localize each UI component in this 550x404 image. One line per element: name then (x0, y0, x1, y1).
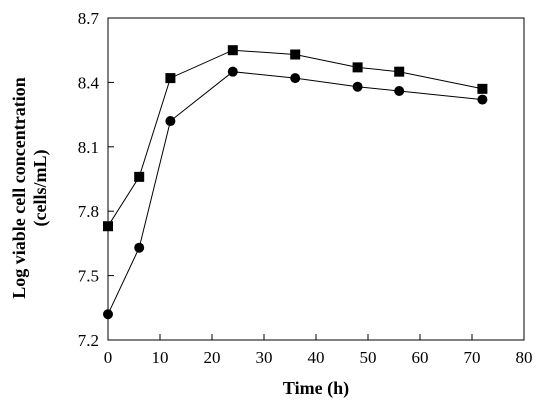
x-tick-label: 70 (464, 348, 481, 367)
x-tick-label: 60 (412, 348, 429, 367)
series-2-point (165, 116, 176, 127)
x-tick-label: 20 (204, 348, 221, 367)
series-1-point (394, 66, 405, 77)
series-1-point (352, 62, 363, 73)
series-2-line (107, 71, 483, 315)
x-tick-label: 10 (152, 348, 169, 367)
y-tick-label: 8.4 (78, 73, 100, 92)
series-1-point (134, 171, 145, 182)
x-tick-label: 40 (308, 348, 325, 367)
y-axis-title-line2: (cells/mL) (30, 150, 51, 227)
y-tick-label: 8.7 (78, 9, 100, 28)
x-tick-label: 50 (360, 348, 377, 367)
y-tick-label: 7.5 (78, 267, 99, 286)
series-2-point (227, 66, 238, 77)
y-axis-ticks: 7.2 7.5 7.8 8.1 8.4 8.7 (78, 9, 114, 350)
y-tick-label: 7.8 (78, 202, 99, 221)
series-2-point (352, 81, 363, 92)
series-1-point (477, 83, 488, 94)
series-1-point (290, 49, 301, 60)
series-2-point (290, 73, 301, 84)
plot-frame (107, 17, 525, 341)
series-1-line (107, 49, 483, 227)
series-2-point (477, 94, 488, 105)
series-2-point (134, 242, 145, 253)
plot-area (107, 17, 525, 341)
y-axis-title-line1: Log viable cell concentration (9, 77, 29, 298)
y-tick-label: 7.2 (78, 331, 99, 350)
x-tick-label: 0 (104, 348, 113, 367)
series-1-point (227, 45, 238, 56)
series-group (103, 45, 488, 320)
x-tick-label: 30 (256, 348, 273, 367)
x-axis-title: Time (h) (283, 378, 349, 399)
series-1-point (165, 73, 176, 84)
series-1-point (103, 221, 113, 232)
y-tick-label: 8.1 (78, 138, 99, 157)
x-tick-label: 80 (516, 348, 533, 367)
series-2-point (103, 309, 113, 320)
series-2-point (394, 85, 405, 96)
x-axis-ticks: 0 10 20 30 40 50 60 70 80 (104, 334, 533, 367)
